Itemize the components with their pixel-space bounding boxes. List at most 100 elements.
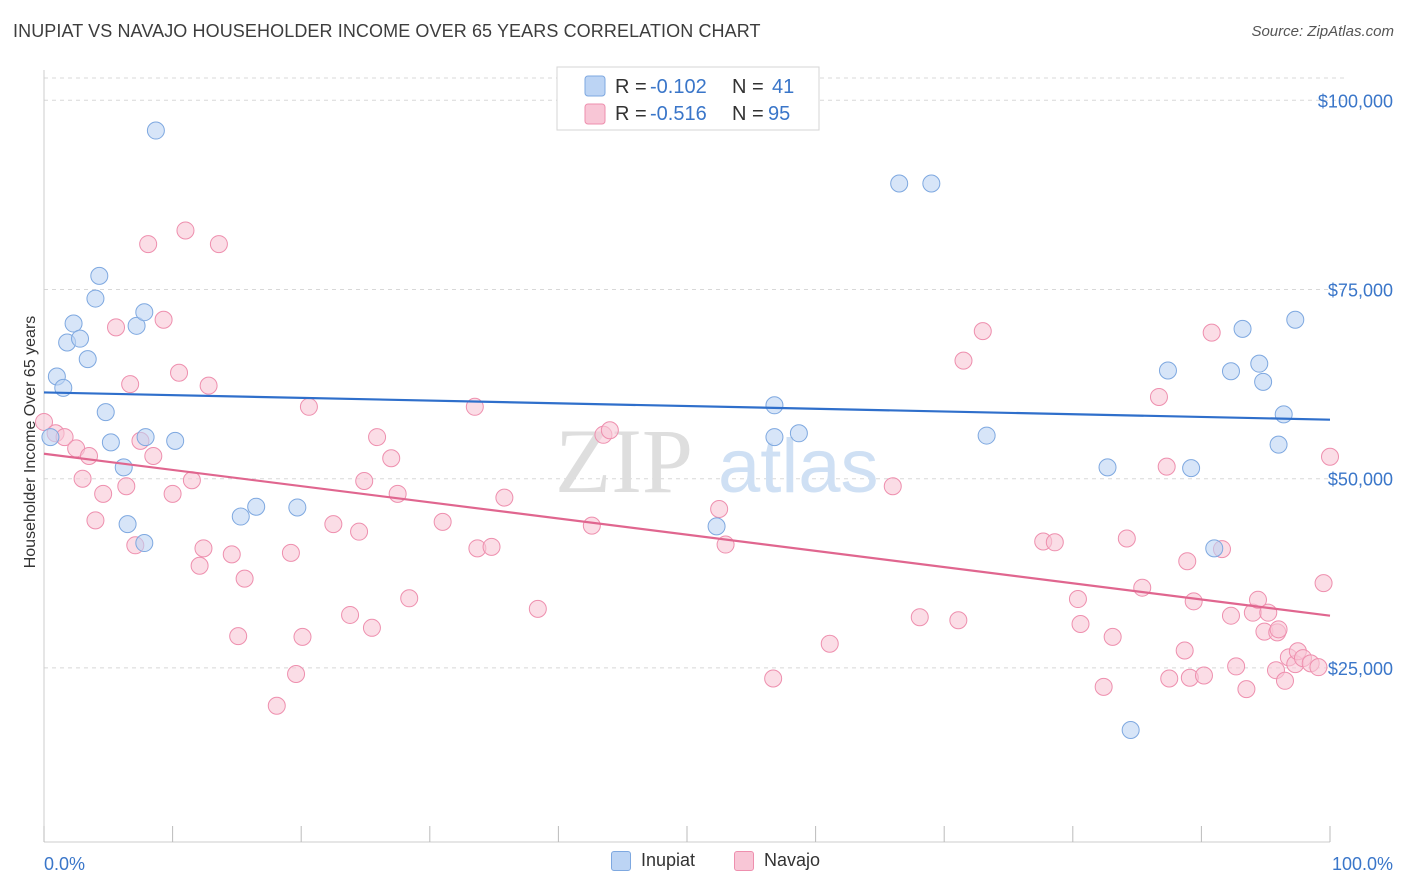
inupiat-point [765, 428, 784, 447]
inupiat-point [114, 458, 133, 477]
legend-item-navajo: Navajo [734, 850, 820, 871]
inupiat-point [288, 498, 307, 517]
inupiat-point [1254, 372, 1273, 391]
navajo-point [107, 318, 126, 337]
navajo-point [1045, 533, 1064, 552]
y-tick-label: $75,000 [1328, 280, 1393, 300]
navajo-point [495, 488, 514, 507]
navajo-point [1269, 620, 1288, 639]
navajo-r-value: -0.516 [650, 103, 707, 125]
y-axis-label: Householder Income Over 65 years [22, 316, 39, 569]
inupiat-point [765, 396, 784, 415]
inupiat-point [922, 174, 941, 193]
navajo-point [209, 235, 228, 254]
inupiat-n-value: 41 [772, 76, 794, 98]
inupiat-point [1098, 458, 1117, 477]
navajo-point [1103, 627, 1122, 646]
navajo-point [949, 611, 968, 630]
navajo-point [1068, 590, 1087, 609]
inupiat-point [118, 515, 137, 534]
navajo-point [528, 599, 547, 618]
inupiat-point [1182, 459, 1201, 478]
inupiat-point [977, 426, 996, 445]
navajo-point [199, 376, 218, 395]
navajo-trend-line [43, 452, 1331, 617]
inupiat-point [146, 121, 165, 140]
navajo-point [73, 469, 92, 488]
legend-label-inupiat: Inupiat [641, 850, 696, 870]
stats-legend: R = -0.102 N = 41 R = -0.516 N = 95 [556, 66, 820, 131]
navajo-point [229, 627, 248, 646]
inupiat-point [247, 497, 266, 516]
navajo-point [764, 669, 783, 688]
navajo-point [299, 397, 318, 416]
navajo-point [117, 477, 136, 496]
inupiat-point [1250, 354, 1269, 373]
navajo-point [1160, 669, 1179, 688]
legend-swatch-inupiat [611, 850, 631, 871]
inupiat-point [71, 329, 90, 348]
x-tick-label: 100.0% [1332, 854, 1393, 874]
navajo-point [1309, 658, 1328, 677]
x-tick-label: 0.0% [44, 854, 85, 874]
inupiat-point [890, 174, 909, 193]
navajo-point [176, 221, 195, 240]
navajo-point [1194, 666, 1213, 685]
navajo-point [350, 522, 369, 541]
inupiat-point [135, 534, 154, 553]
inupiat-point [1121, 720, 1140, 739]
navajo-point [1314, 574, 1333, 593]
navajo-point [154, 310, 173, 329]
inupiat-point [789, 424, 808, 443]
navajo-point [1094, 677, 1113, 696]
y-tick-label: $100,000 [1318, 91, 1393, 111]
navajo-point [1157, 457, 1176, 476]
inupiat-point [86, 289, 105, 308]
inupiat-point [1221, 362, 1240, 381]
legend-swatch-navajo [734, 850, 754, 871]
navajo-point [267, 696, 286, 715]
navajo-point [1117, 529, 1136, 548]
navajo-n-value: 95 [768, 103, 790, 125]
navajo-point [324, 515, 343, 534]
navajo-point [94, 484, 113, 503]
navajo-point [287, 664, 306, 683]
inupiat-points [41, 121, 1305, 739]
watermark: ZIP atlas [555, 410, 879, 512]
navajo-point [35, 412, 53, 431]
inupiat-trend-line [43, 391, 1331, 421]
navajo-point [600, 421, 619, 440]
navajo-point [973, 322, 992, 341]
navajo-swatch [584, 103, 606, 125]
inupiat-point [231, 507, 250, 526]
inupiat-point [1205, 539, 1224, 558]
inupiat-point [90, 266, 109, 285]
y-tick-label: $50,000 [1328, 470, 1393, 490]
navajo-point [170, 363, 189, 382]
navajo-point [293, 627, 312, 646]
navajo-point [163, 484, 182, 503]
navajo-point [883, 477, 902, 496]
inupiat-point [1158, 361, 1177, 380]
navajo-point [710, 499, 729, 518]
inupiat-point [1286, 310, 1305, 329]
navajo-r-label: R = [615, 103, 647, 125]
navajo-point [1248, 590, 1267, 609]
navajo-point [281, 543, 300, 562]
inupiat-point [707, 517, 726, 536]
navajo-point [1221, 606, 1240, 625]
navajo-point [1178, 552, 1197, 571]
navajo-point [362, 618, 381, 637]
inupiat-point [78, 350, 97, 369]
navajo-point [582, 516, 601, 535]
navajo-point [1175, 641, 1194, 660]
navajo-point [482, 537, 501, 556]
inupiat-n-label: N = [732, 76, 764, 98]
inupiat-point [1269, 435, 1288, 454]
inupiat-r-value: -0.102 [650, 76, 707, 98]
navajo-n-label: N = [732, 103, 764, 125]
inupiat-point [136, 428, 155, 447]
bottom-legend: Inupiat Navajo [0, 850, 1406, 880]
navajo-point [86, 511, 105, 530]
